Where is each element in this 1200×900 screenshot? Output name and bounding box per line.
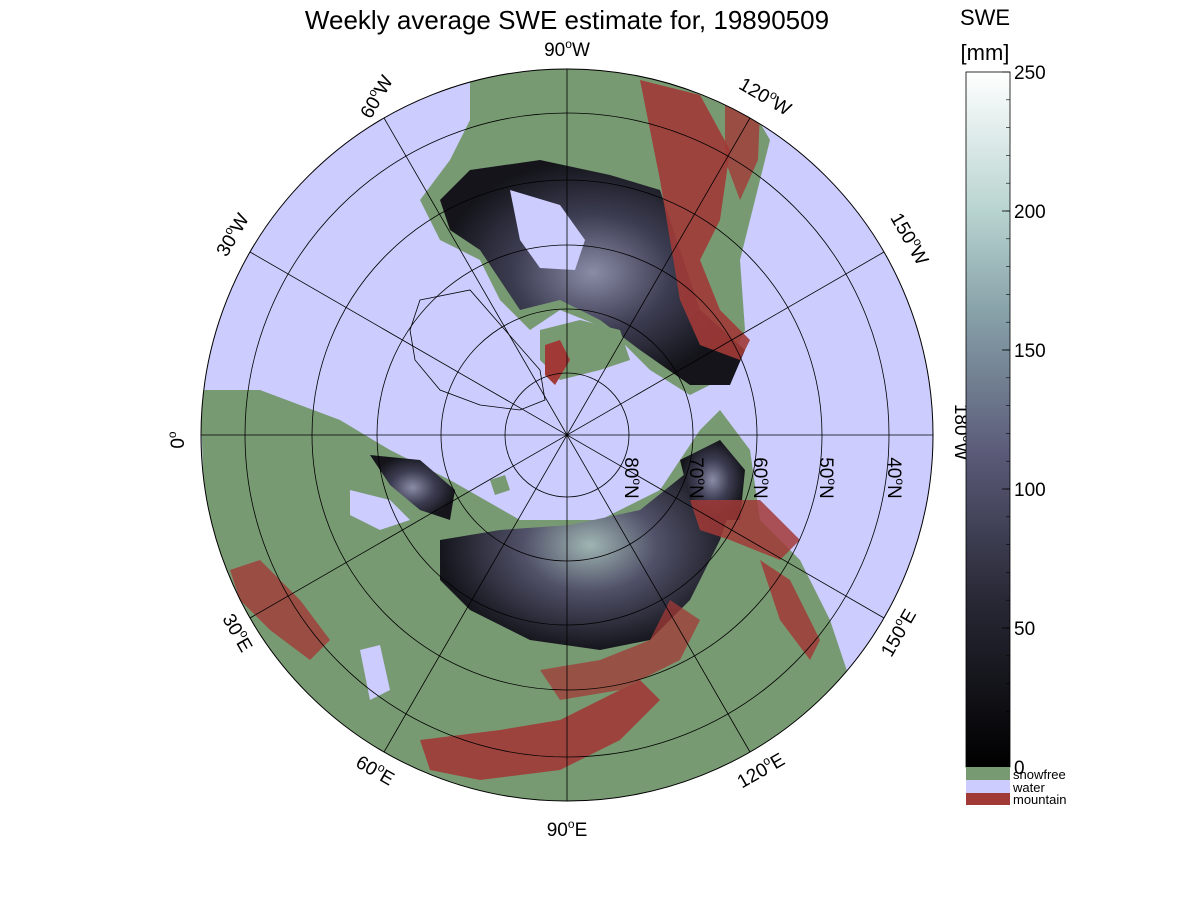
- lat-label-50n: 50oN: [815, 457, 839, 499]
- baffin-mountains: [545, 340, 570, 385]
- caspian-sea: [360, 645, 390, 700]
- central-asia-mountains: [540, 600, 700, 700]
- colorbar-scale: [965, 71, 1011, 768]
- legend-label-water: water: [1012, 780, 1045, 795]
- colorbar-tick-label: 150: [1014, 341, 1046, 362]
- colorbar-ticks: 250 200 150 100 50 0: [1002, 63, 1046, 779]
- lat-label-70n: 70oN: [685, 457, 709, 499]
- lon-label-90w: 90oW: [544, 37, 590, 61]
- latitude-labels: 80oN 70oN 60oN 50oN 40oN: [620, 457, 907, 499]
- colorbar-tick-label: 200: [1014, 202, 1046, 223]
- lat-label-40n: 40oN: [883, 457, 907, 499]
- meridian-lines: [201, 69, 933, 801]
- baltic-sea: [350, 490, 410, 530]
- lon-label-0: 0o: [165, 431, 189, 449]
- legend-swatch-water: [966, 780, 1010, 793]
- lon-label-30w: 30oW: [210, 209, 254, 261]
- legend-label-snowfree: snowfree: [1013, 767, 1066, 782]
- hudson-bay: [510, 190, 585, 270]
- colorbar-tick-label: 0: [1014, 758, 1025, 779]
- legend-label-mountain: mountain: [1013, 792, 1066, 807]
- colorbar-unit: [mm]: [961, 40, 1010, 65]
- colorbar-tick-label: 100: [1014, 480, 1046, 501]
- lon-label-120w: 120oW: [735, 71, 796, 120]
- greenland: [409, 289, 546, 411]
- lat-label-80n: 80oN: [620, 457, 644, 499]
- alaska-mountains: [725, 95, 760, 200]
- legend-swatch-snowfree: [966, 767, 1010, 780]
- himalaya-mountains: [420, 680, 660, 780]
- figure-title: Weekly average SWE estimate for, 1989050…: [305, 5, 829, 35]
- colorbar-tick-label: 50: [1014, 619, 1035, 640]
- legend-swatch-mountain: [966, 793, 1010, 805]
- colorbar-header: SWE: [960, 5, 1010, 30]
- europe-mountains: [230, 560, 330, 660]
- scandinavia-snow: [370, 455, 455, 520]
- map-border: [200, 68, 934, 802]
- lat-label-60n: 60oN: [749, 457, 773, 499]
- east-siberia-mountains: [690, 500, 800, 560]
- svalbard: [490, 475, 510, 495]
- rocky-mountains: [640, 80, 750, 360]
- lon-label-90e: 90oE: [547, 817, 588, 841]
- colorbar-tick-label: 250: [1014, 63, 1046, 84]
- lon-label-150w: 150oW: [886, 208, 935, 269]
- polar-map: [201, 69, 933, 801]
- kamchatka: [760, 560, 820, 660]
